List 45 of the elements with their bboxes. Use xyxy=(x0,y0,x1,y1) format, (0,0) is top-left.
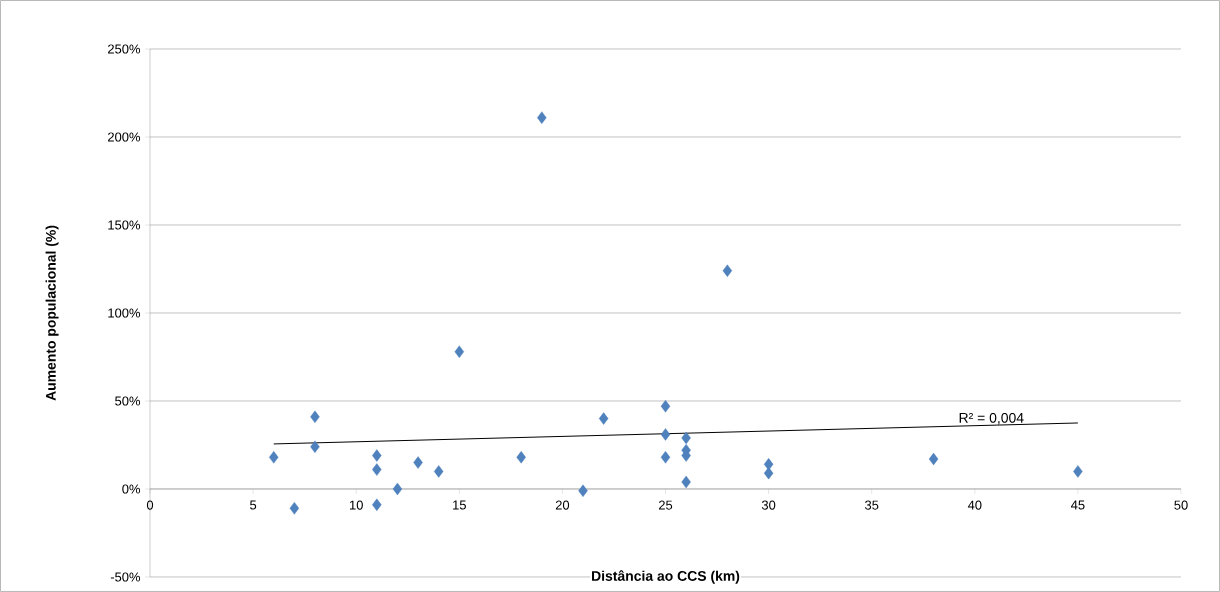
point xyxy=(310,410,320,424)
point xyxy=(372,449,382,462)
point xyxy=(269,451,279,464)
y-tick-label: 200% xyxy=(108,132,141,142)
x-tick-label: 15 xyxy=(453,500,466,510)
annotation: R² = 0,004 xyxy=(959,412,1024,425)
point xyxy=(681,431,691,445)
point xyxy=(722,264,733,277)
point xyxy=(392,482,403,496)
point xyxy=(372,498,382,512)
x-tick-label: 35 xyxy=(865,500,879,510)
x-axis-title: Distância ao CCS (km) xyxy=(592,570,740,584)
y-tick-label: 100% xyxy=(108,308,141,318)
x-tick-label: 5 xyxy=(250,500,257,510)
point xyxy=(598,412,609,425)
x-tick-label: 20 xyxy=(555,500,570,510)
point xyxy=(1073,465,1083,478)
y-axis-title: Aumento populacional (%) xyxy=(45,225,59,401)
point xyxy=(660,428,671,441)
x-tick-label: 25 xyxy=(658,500,673,510)
point xyxy=(433,465,444,478)
y-tick-label: 50% xyxy=(115,396,141,406)
point xyxy=(763,466,774,480)
point xyxy=(516,451,526,464)
point xyxy=(372,463,382,476)
point xyxy=(454,345,465,358)
y-tick-label: 150% xyxy=(108,220,141,230)
x-tick-label: 0 xyxy=(146,500,154,510)
y-tick-label: 0% xyxy=(122,484,141,494)
point xyxy=(660,400,671,413)
point xyxy=(537,111,547,124)
point xyxy=(681,475,691,489)
point xyxy=(928,452,939,466)
x-tick-label: 10 xyxy=(349,500,363,510)
point xyxy=(578,484,588,497)
point xyxy=(413,456,423,469)
x-tick-label: 40 xyxy=(967,500,982,510)
point xyxy=(660,451,671,464)
point xyxy=(310,440,320,453)
x-tick-label: 30 xyxy=(761,500,776,510)
y-tick-label: 250% xyxy=(108,44,141,54)
x-tick-label: 45 xyxy=(1070,500,1085,510)
y-tick-label: -50% xyxy=(110,572,141,582)
point xyxy=(289,502,300,515)
x-tick-label: 50 xyxy=(1174,500,1188,510)
